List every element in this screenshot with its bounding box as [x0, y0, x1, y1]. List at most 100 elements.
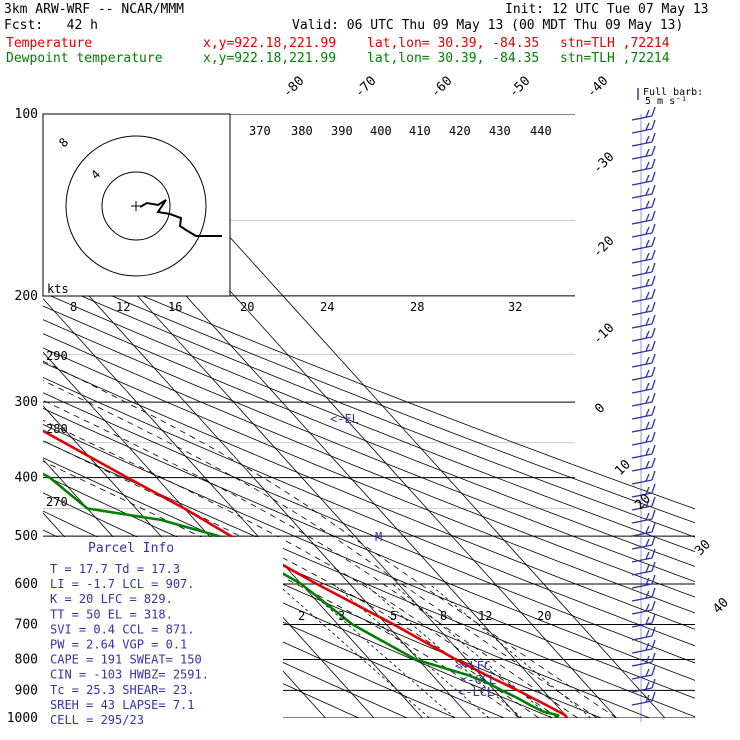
dry-adiabat-line: [43, 440, 695, 718]
wind-barb-staff: [631, 128, 653, 134]
isotherm-label: 10: [612, 457, 634, 479]
wind-barb-flag: [651, 366, 656, 377]
wind-barb-staff: [631, 271, 653, 277]
isotherm-label: 0: [592, 401, 608, 417]
wind-barb-flag: [645, 148, 650, 157]
dry-adiabat-line: [43, 292, 695, 553]
legend-dewpoint-stn: stn=TLH ,72214: [560, 51, 670, 66]
wind-barb: [631, 405, 656, 420]
wind-barb-flag: [645, 668, 650, 677]
theta-label: 290: [46, 349, 68, 363]
wind-barb-flag: [645, 642, 650, 651]
pressure-label: 700: [15, 617, 38, 632]
wind-barb-flag: [651, 210, 656, 221]
wind-barb: [631, 340, 656, 355]
pressure-label: 800: [15, 652, 38, 667]
mixing-ratio-line: [429, 583, 592, 718]
model-name: 3km ARW-WRF -- NCAR/MMM: [4, 2, 185, 17]
wind-barb: [631, 509, 656, 524]
dry-adiabat-line: [43, 423, 695, 699]
wind-barb-flag: [651, 600, 656, 611]
legend-temperature-xy: x,y=922.18,221.99: [203, 36, 337, 51]
isotherm-label: -10: [590, 321, 617, 348]
hodograph-x-tick: 12: [116, 300, 130, 314]
temperature-trace: [43, 429, 567, 718]
wind-barb: [631, 613, 656, 628]
mixing-ratio-label: 2: [298, 609, 305, 623]
barb-legend-label: Full barb:: [643, 87, 703, 98]
wind-barb: [631, 457, 656, 472]
wind-barb-flag: [651, 535, 656, 546]
wind-barb-staff: [631, 232, 653, 238]
wind-barb-staff: [631, 258, 653, 264]
wind-barb-staff: [631, 557, 653, 563]
wind-barb: [631, 444, 656, 459]
pressure-label: 300: [15, 395, 38, 410]
wind-barb-flag: [651, 249, 656, 260]
wind-barb: [631, 171, 656, 186]
wind-barb: [631, 353, 656, 368]
wind-barb: [631, 106, 656, 121]
wind-barb-flag: [651, 145, 656, 156]
dry-adiabat-line: [43, 319, 695, 583]
wind-barb-flag: [651, 184, 656, 195]
isotherm-label: 40: [710, 595, 732, 617]
wind-barb-staff: [631, 544, 653, 550]
mixing-ratio-label: 3: [338, 609, 345, 623]
wind-barb-flag: [651, 132, 656, 143]
wind-barb: [631, 288, 656, 303]
wind-barb-flag: [645, 317, 650, 326]
wind-barb-flag: [651, 574, 656, 585]
wind-barb-staff: [631, 661, 653, 667]
wind-barb-flag: [651, 223, 656, 234]
theta-label: 380: [291, 124, 313, 138]
legend-dewpoint: Dewpoint temperature: [6, 51, 163, 66]
legend-temperature: Temperature: [6, 36, 93, 51]
wind-barb-staff: [631, 193, 653, 199]
parcel-info-row: Tc = 25.3 SHEAR= 23.: [50, 683, 195, 697]
wind-barb-staff: [631, 375, 653, 381]
hodograph-ring: [101, 171, 171, 241]
wind-barb-staff: [631, 531, 653, 537]
parcel-info-row: SREH = 43 LAPSE= 7.1: [50, 698, 195, 712]
valid-time: Valid: 06 UTC Thu 09 May 13 (00 MDT Thu …: [292, 18, 684, 33]
wind-barb-staff: [631, 349, 653, 355]
wind-barb-flag: [645, 499, 650, 508]
wind-barb-staff: [631, 115, 653, 121]
pressure-label: 500: [15, 529, 38, 544]
wind-barb-staff: [631, 284, 653, 290]
init-time: Init: 12 UTC Tue 07 May 13: [505, 2, 709, 17]
wind-barb-flag: [651, 613, 656, 624]
legend-temperature-stn: stn=TLH ,72214: [560, 36, 670, 51]
moist-adiabat-line: [43, 380, 598, 718]
dry-adiabat-line: [43, 362, 695, 630]
wind-barb: [631, 249, 656, 264]
theta-label: 390: [331, 124, 353, 138]
wind-barb-staff: [631, 466, 653, 472]
wind-barb: [631, 236, 656, 251]
wind-barb-flag: [651, 340, 656, 351]
wind-barb-staff: [631, 206, 653, 212]
wind-barb-flag: [645, 525, 650, 534]
theta-label: 280: [46, 422, 68, 436]
hodograph-x-tick: 8: [70, 300, 77, 314]
pressure-label: 1000: [7, 711, 38, 726]
parcel-info-row: CELL = 295/23: [50, 713, 144, 727]
wind-barb: [631, 314, 656, 329]
wind-barb-staff: [631, 505, 653, 511]
wind-barb-flag: [645, 408, 650, 417]
isotherm-label: -70: [352, 74, 379, 101]
wind-barb-flag: [651, 119, 656, 130]
wind-barb: [631, 301, 656, 316]
wind-barb-flag: [651, 496, 656, 507]
wind-barb-flag: [651, 392, 656, 403]
theta-label: 400: [370, 124, 392, 138]
dry-adiabat-line: [43, 333, 695, 598]
level-label: <-LCL: [458, 685, 494, 699]
wind-barb-staff: [631, 700, 653, 706]
wind-barb-flag: [651, 106, 656, 117]
wind-barb-flag: [645, 590, 650, 599]
theta-label: 440: [530, 124, 552, 138]
